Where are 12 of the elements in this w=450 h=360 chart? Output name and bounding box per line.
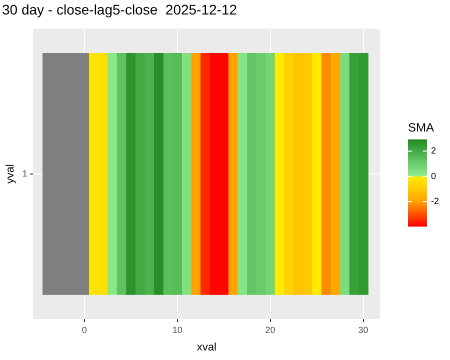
x-tick-label: 20	[265, 324, 276, 335]
color-bar-label: -2	[431, 196, 440, 206]
color-bar-label: 2	[431, 146, 436, 156]
y-tick-label: 1	[22, 168, 28, 178]
color-bar-label: 0	[431, 170, 436, 181]
y-axis-title: yval	[4, 164, 17, 184]
x-tick-label: 30	[358, 324, 368, 335]
chart-title: 30 day - close-lag5-close 2025-12-12	[2, 1, 238, 18]
x-tick-label: 10	[172, 324, 182, 335]
x-axis-title: xval	[196, 341, 216, 354]
color-bar-title: SMA	[408, 120, 434, 134]
x-tick-label: 0	[82, 324, 87, 335]
